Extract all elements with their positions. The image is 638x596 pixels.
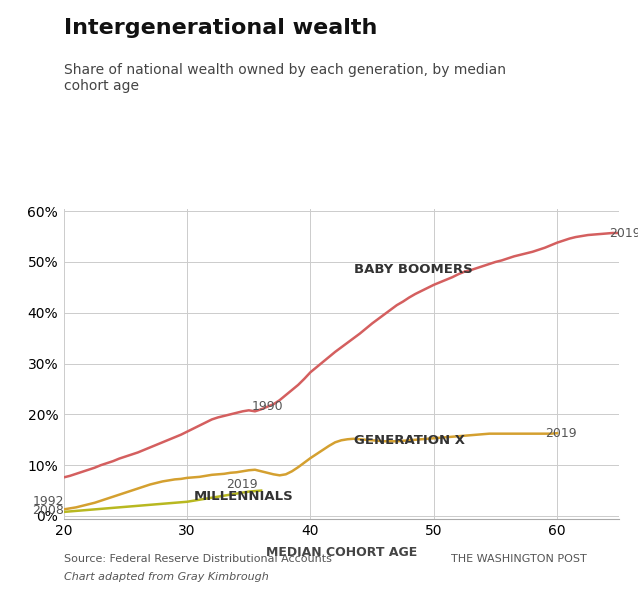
Text: Chart adapted from Gray Kimbrough: Chart adapted from Gray Kimbrough [64, 572, 269, 582]
X-axis label: MEDIAN COHORT AGE: MEDIAN COHORT AGE [265, 547, 417, 560]
Text: 1992: 1992 [33, 495, 64, 508]
Text: Intergenerational wealth: Intergenerational wealth [64, 18, 377, 38]
Text: 1990: 1990 [251, 401, 283, 414]
Text: 2019: 2019 [226, 477, 258, 491]
Text: 2008: 2008 [32, 504, 64, 517]
Text: GENERATION X: GENERATION X [353, 434, 464, 447]
Text: 2019: 2019 [545, 427, 577, 440]
Text: Source: Federal Reserve Distributional Accounts: Source: Federal Reserve Distributional A… [64, 554, 332, 564]
Text: BABY BOOMERS: BABY BOOMERS [353, 263, 472, 276]
Text: 2019: 2019 [609, 227, 638, 240]
Text: MILLENNIALS: MILLENNIALS [193, 490, 293, 503]
Text: Share of national wealth owned by each generation, by median
cohort age: Share of national wealth owned by each g… [64, 63, 506, 93]
Text: THE WASHINGTON POST: THE WASHINGTON POST [451, 554, 587, 564]
